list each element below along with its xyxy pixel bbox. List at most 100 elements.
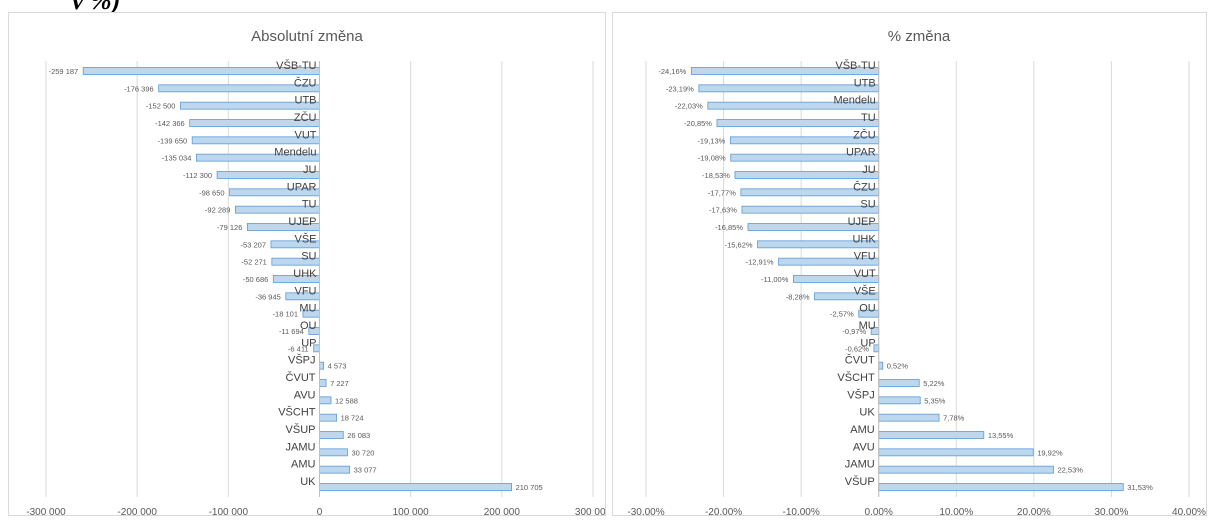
bar <box>319 448 348 457</box>
category-label: VŠUP <box>845 475 875 488</box>
percent-change-chart: % změna -30,00% -20,00% -10,00% 0,00% 10,00% 2… <box>612 12 1207 518</box>
data-label: -8,28% <box>786 292 810 301</box>
data-label: -11 694 <box>279 327 304 336</box>
category-label: UP <box>301 337 316 349</box>
category-label: VŠCHT <box>837 371 875 384</box>
category-label: UJEP <box>288 216 316 228</box>
data-label: -20,85% <box>684 119 712 128</box>
chart-title: Absolutní změna <box>251 28 363 45</box>
category-label: VŠE <box>854 284 876 297</box>
x-tick-label: -100 000 <box>209 507 249 515</box>
category-label: UHK <box>852 233 876 245</box>
data-label: -152 500 <box>146 102 176 111</box>
data-label: -15,62% <box>725 240 753 249</box>
x-tick-label: -20,00% <box>705 507 742 515</box>
data-label: -24,16% <box>658 67 686 76</box>
absolute-change-chart: Absolutní změna -300 000 -200 000 -100 000 0… <box>8 12 612 518</box>
category-label: UPAR <box>287 181 317 193</box>
bar <box>319 413 337 422</box>
data-label: 33 077 <box>354 466 377 475</box>
data-label: 26 083 <box>347 431 370 440</box>
x-tick-label: 20,00% <box>1017 507 1051 515</box>
bar <box>698 84 880 93</box>
bar <box>878 483 1124 491</box>
bar <box>878 396 921 405</box>
bar <box>878 413 940 422</box>
category-label: TU <box>861 112 876 124</box>
data-label: -19,13% <box>697 136 725 145</box>
data-label: 22,53% <box>1057 466 1083 475</box>
data-label: 7,78% <box>943 414 965 423</box>
data-label: -23,19% <box>666 84 694 93</box>
category-label: JAMU <box>286 441 316 453</box>
category-label: VFU <box>854 251 876 263</box>
data-label: -135 034 <box>162 154 192 163</box>
x-tick-label: -10,00% <box>783 507 820 515</box>
bar <box>878 465 1054 474</box>
data-label: -52 271 <box>241 258 266 267</box>
data-label: -259 187 <box>49 67 79 76</box>
x-tick-label: 100 000 <box>393 507 430 515</box>
cut-off-heading-fragment: v %) <box>72 0 121 15</box>
category-label: Mendelu <box>834 95 876 107</box>
data-label: -22,03% <box>675 102 703 111</box>
data-label: -98 650 <box>199 188 224 197</box>
bar <box>878 379 920 387</box>
category-label: AMU <box>850 424 875 436</box>
data-label: -18 101 <box>273 310 298 319</box>
data-label: -139 650 <box>158 136 188 145</box>
category-label: UJEP <box>848 216 876 228</box>
data-label: -2,57% <box>830 310 854 319</box>
bar <box>734 171 880 179</box>
data-label: 7 227 <box>330 379 349 388</box>
data-label: -0,62% <box>845 344 869 353</box>
category-label: UTB <box>295 95 317 107</box>
category-label: VŠE <box>294 232 316 245</box>
bar <box>319 361 325 370</box>
data-label: -19,08% <box>698 154 726 163</box>
category-label: VUT <box>854 268 876 280</box>
x-tick-label: 0,00% <box>865 507 893 515</box>
category-label: UTB <box>854 77 876 89</box>
x-tick-label: 200 000 <box>484 507 521 515</box>
data-label: -112 300 <box>183 171 212 180</box>
data-label: 30 720 <box>352 448 375 457</box>
data-label: 5,35% <box>924 396 946 405</box>
data-label: -50 686 <box>243 275 268 284</box>
data-label: -79 126 <box>217 223 242 232</box>
category-label: MU <box>859 320 876 332</box>
bar <box>878 431 985 439</box>
bar <box>716 119 880 127</box>
x-tick-label: 40,00% <box>1172 507 1206 515</box>
category-label: SU <box>860 199 875 211</box>
bar <box>878 361 884 370</box>
data-label: -16,85% <box>715 223 743 232</box>
absolute-change-chart-svg: Absolutní změna -300 000 -200 000 -100 000 0… <box>26 28 611 518</box>
chart-title: % změna <box>888 28 951 45</box>
category-label: SU <box>301 251 316 263</box>
x-tick-label: 0 <box>317 507 323 515</box>
category-label: ČZU <box>853 180 876 193</box>
category-label: VFU <box>295 285 317 297</box>
category-label: Mendelu <box>274 147 316 159</box>
x-tick-label: -200 000 <box>117 507 157 515</box>
category-label: VŠB-TU <box>835 59 875 72</box>
data-label: -142 366 <box>155 119 185 128</box>
data-label: 210 705 <box>516 483 543 492</box>
category-label: ČVUT <box>845 354 875 367</box>
category-label: OU <box>300 320 317 332</box>
data-label: -36 945 <box>255 292 280 301</box>
category-label: VŠUP <box>286 423 316 436</box>
data-label: -12,91% <box>746 258 774 267</box>
data-label: 13,55% <box>988 431 1014 440</box>
data-label: 5,22% <box>923 379 945 388</box>
percent-change-chart-svg: % změna -30,00% -20,00% -10,00% 0,00% 10,00% 2… <box>627 28 1206 518</box>
category-label: UP <box>860 337 875 349</box>
bar <box>319 396 332 405</box>
category-label: VŠPJ <box>288 354 316 367</box>
category-label: VŠPJ <box>847 388 875 401</box>
category-label: ČZU <box>294 76 317 89</box>
bar <box>319 483 512 491</box>
bar <box>319 379 327 387</box>
data-label: 12 588 <box>335 396 358 405</box>
